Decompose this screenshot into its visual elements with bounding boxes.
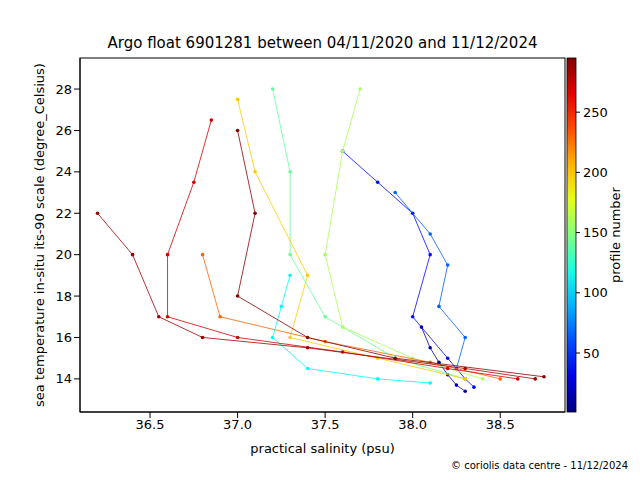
svg-text:18: 18 [55,289,72,304]
svg-text:36.5: 36.5 [136,417,165,432]
svg-text:practical salinity (psu): practical salinity (psu) [250,441,394,456]
svg-text:© coriolis data centre - 11/12: © coriolis data centre - 11/12/2024 [451,460,628,471]
svg-text:Argo float 6901281 between 04/: Argo float 6901281 between 04/11/2020 an… [108,34,538,52]
svg-text:100: 100 [583,285,608,300]
svg-text:24: 24 [55,164,72,179]
svg-text:37.0: 37.0 [223,417,252,432]
svg-text:38.0: 38.0 [398,417,427,432]
svg-text:sea temperature in-situ its-90: sea temperature in-situ its-90 scale (de… [32,63,47,407]
svg-text:200: 200 [583,165,608,180]
svg-text:38.5: 38.5 [486,417,515,432]
svg-text:28: 28 [55,82,72,97]
svg-text:14: 14 [55,371,72,386]
svg-text:16: 16 [55,330,72,345]
svg-text:37.5: 37.5 [311,417,340,432]
svg-text:50: 50 [583,346,600,361]
svg-text:22: 22 [55,206,72,221]
svg-text:250: 250 [583,105,608,120]
svg-text:150: 150 [583,225,608,240]
svg-text:26: 26 [55,123,72,138]
svg-text:20: 20 [55,247,72,262]
svg-text:profile number: profile number [608,186,623,283]
